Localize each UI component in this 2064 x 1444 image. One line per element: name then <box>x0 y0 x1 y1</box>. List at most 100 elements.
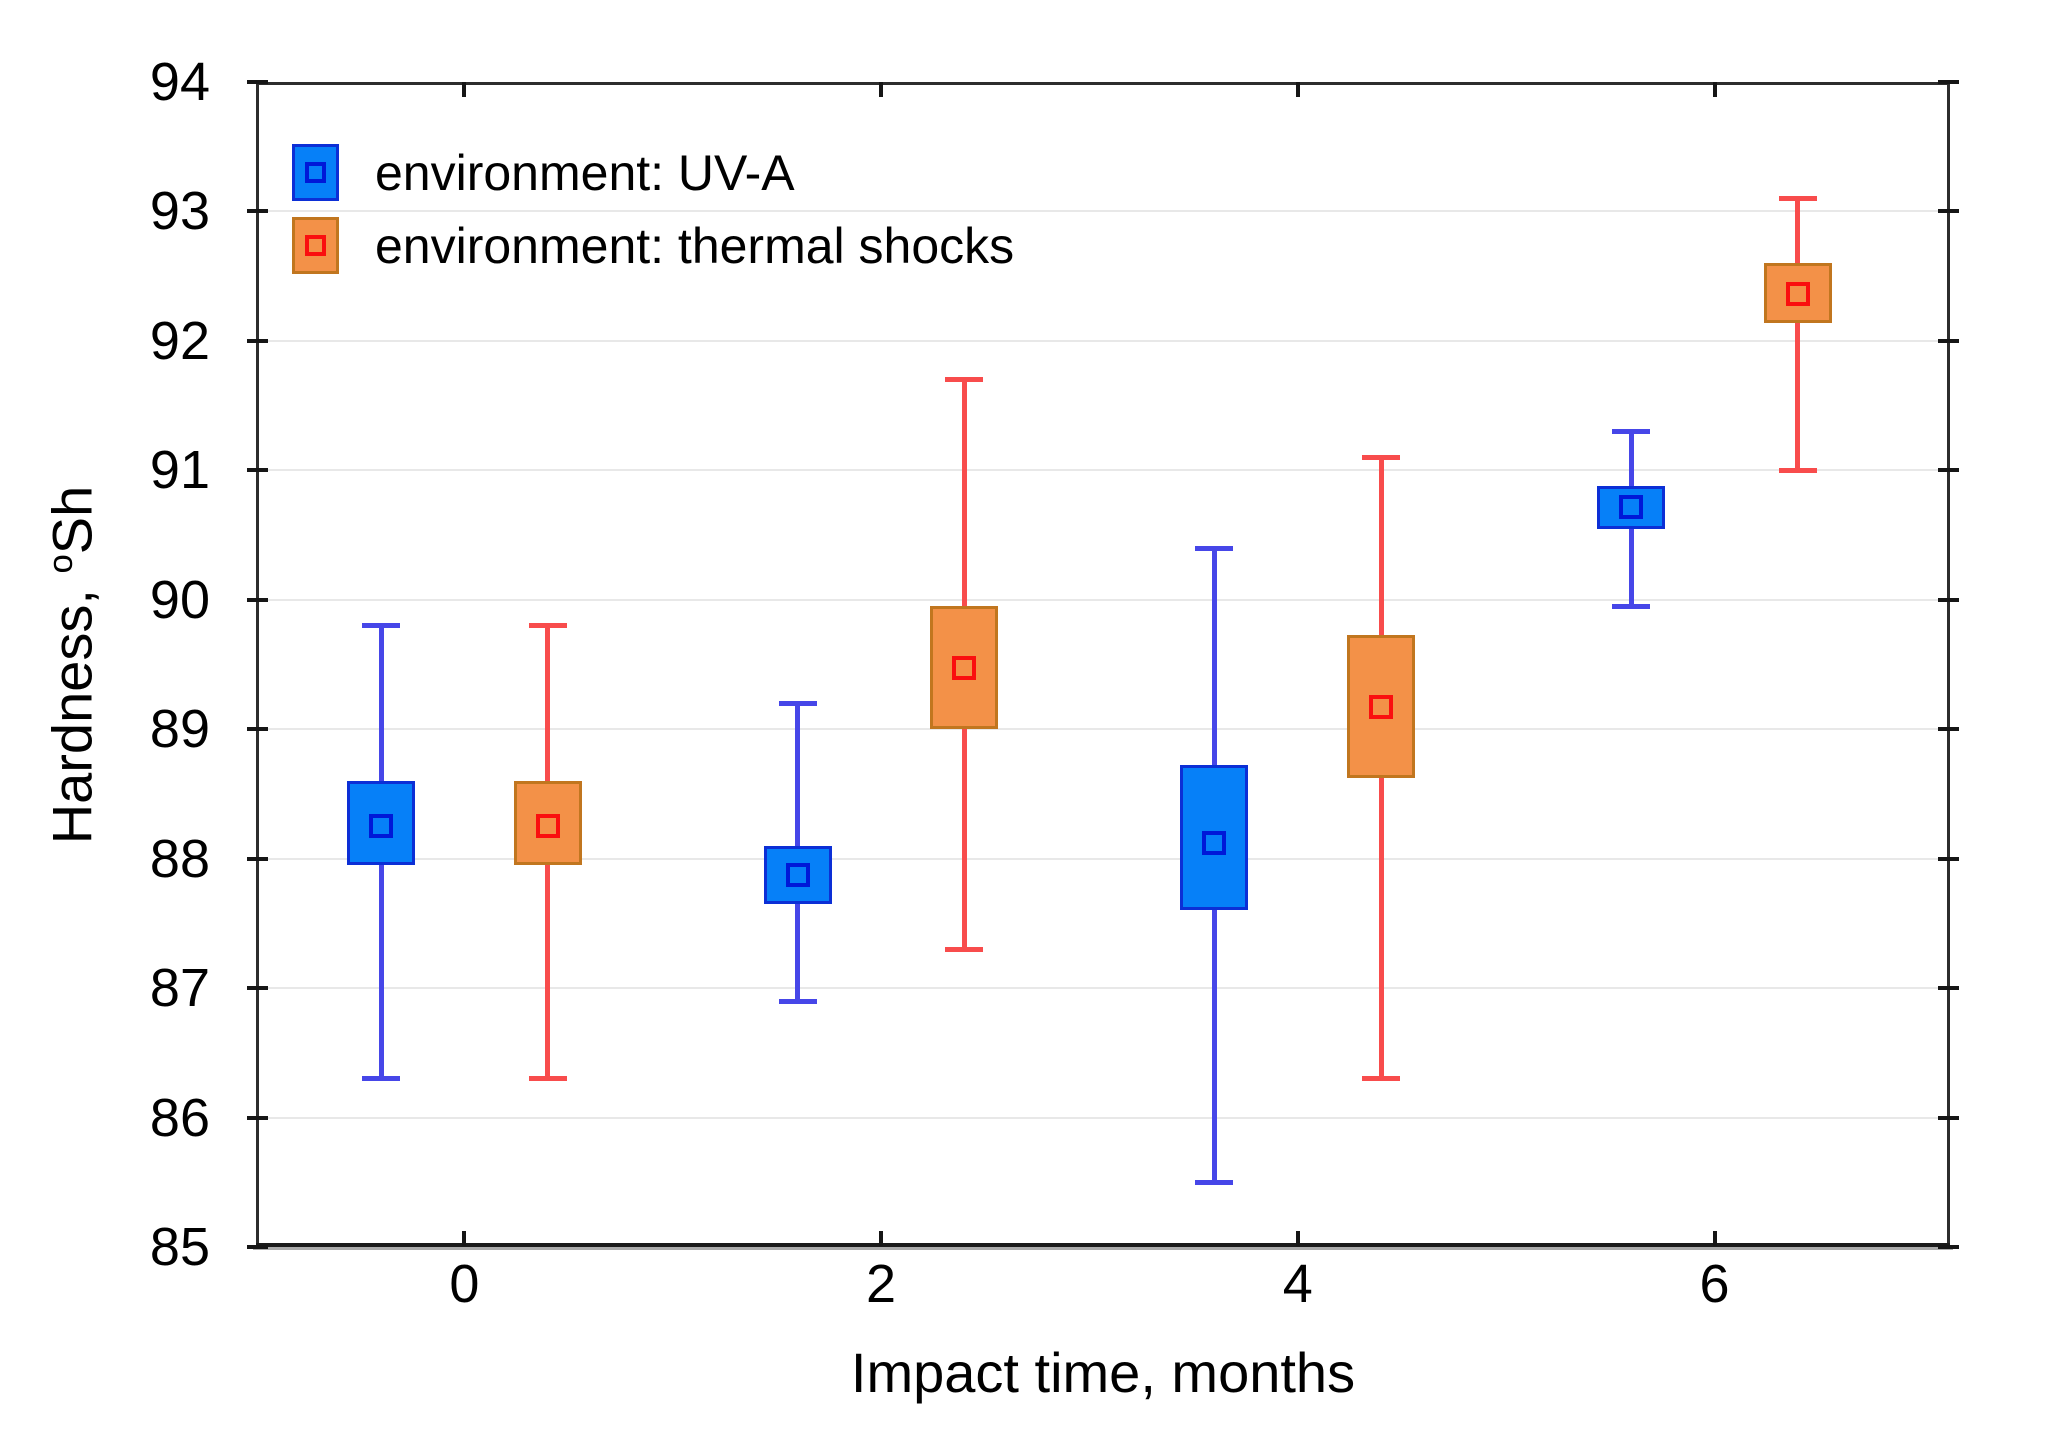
y-tick-label-85: 85 <box>149 1217 210 1277</box>
x-tick-bottom-0 <box>462 1231 467 1246</box>
whisker-cap-top-series1-t6 <box>1778 196 1817 201</box>
mean-marker-series1-t2 <box>952 656 977 681</box>
box-series1-t0 <box>513 781 582 866</box>
y-tick-right-91 <box>1938 468 1959 473</box>
whisker-cap-bottom-series1-t2 <box>945 946 984 952</box>
y-tick-left-92 <box>247 338 268 343</box>
x-tick-label-4: 4 <box>1282 1254 1313 1314</box>
legend-marker-inner-1 <box>305 235 326 256</box>
whisker-cap-bottom-series0-t6 <box>1612 603 1651 609</box>
y-axis-title-prefix: Hardness, <box>40 573 104 844</box>
y-tick-label-93: 93 <box>149 181 210 242</box>
y-axis-tick-labels: 94 93 92 91 90 89 88 87 86 85 <box>0 52 232 1277</box>
y-tick-left-86 <box>247 1115 268 1120</box>
x-axis-tick-labels: 0 2 4 6 <box>256 1254 1950 1334</box>
y-tick-left-88 <box>247 856 268 861</box>
x-tick-top-6 <box>1712 82 1717 97</box>
gridline-89 <box>259 728 1947 731</box>
y-tick-left-85 <box>247 1245 268 1249</box>
y-tick-label-90: 90 <box>149 569 210 630</box>
mean-marker-series0-t2 <box>785 863 810 888</box>
legend-marker-1 <box>292 217 339 274</box>
legend-marker-inner-0 <box>305 162 326 183</box>
mean-marker-series1-t4 <box>1369 695 1394 720</box>
y-tick-label-89: 89 <box>149 699 210 760</box>
x-tick-top-4 <box>1295 82 1300 97</box>
box-series0-t0 <box>347 781 416 866</box>
y-tick-left-90 <box>247 597 268 602</box>
whisker-line-series1-t6 <box>1795 198 1801 471</box>
y-tick-label-94: 94 <box>149 52 210 112</box>
mean-marker-series0-t6 <box>1619 494 1644 519</box>
y-tick-left-89 <box>247 727 268 732</box>
y-tick-right-90 <box>1938 597 1959 602</box>
box-series1-t6 <box>1763 263 1832 323</box>
mean-marker-series1-t0 <box>535 814 560 839</box>
y-axis-title: Hardness, oSh <box>40 485 105 844</box>
whisker-cap-bottom-series0-t2 <box>778 998 817 1004</box>
box-series0-t2 <box>763 845 832 904</box>
y-tick-right-89 <box>1938 727 1959 732</box>
gridline-93 <box>259 210 1947 213</box>
plot-frame-bottom-shadow <box>253 1247 1953 1250</box>
whisker-cap-top-series0-t4 <box>1195 545 1234 551</box>
whisker-cap-bottom-series1-t0 <box>528 1076 567 1082</box>
y-tick-label-87: 87 <box>149 958 210 1019</box>
whisker-cap-top-series1-t2 <box>945 377 984 383</box>
y-tick-right-86 <box>1938 1115 1959 1120</box>
y-tick-left-93 <box>247 209 268 214</box>
gridline-86 <box>259 1116 1947 1119</box>
whisker-cap-top-series0-t6 <box>1612 429 1651 434</box>
whisker-cap-bottom-series0-t4 <box>1195 1179 1234 1185</box>
whisker-cap-top-series1-t0 <box>528 623 567 629</box>
plot-frame-bottom <box>256 1243 1950 1247</box>
gridline-92 <box>259 339 1947 342</box>
whisker-cap-bottom-series1-t6 <box>1778 467 1817 473</box>
x-tick-bottom-4 <box>1295 1231 1300 1246</box>
box-series1-t4 <box>1347 634 1416 779</box>
x-tick-label-0: 0 <box>449 1254 480 1314</box>
y-tick-right-87 <box>1938 986 1959 991</box>
legend-row-0: environment: UV-A <box>292 136 1014 209</box>
y-tick-label-88: 88 <box>149 828 210 889</box>
y-tick-label-91: 91 <box>149 440 210 501</box>
y-axis-title-suffix: Sh <box>40 485 104 554</box>
plot-frame-top <box>256 82 1950 85</box>
x-tick-bottom-2 <box>879 1231 884 1246</box>
x-axis-title: Impact time, months <box>850 1341 1356 1404</box>
x-tick-bottom-6 <box>1712 1231 1717 1246</box>
legend-label-0: environment: UV-A <box>375 144 795 201</box>
x-tick-label-6: 6 <box>1699 1254 1730 1314</box>
y-tick-right-88 <box>1938 856 1959 861</box>
y-tick-right-92 <box>1938 338 1959 343</box>
y-tick-label-92: 92 <box>149 310 210 371</box>
y-tick-label-86: 86 <box>149 1087 210 1148</box>
y-tick-left-87 <box>247 986 268 991</box>
y-tick-right-93 <box>1938 209 1959 214</box>
y-tick-left-91 <box>247 468 268 473</box>
whisker-cap-top-series1-t4 <box>1362 454 1401 460</box>
whisker-cap-bottom-series1-t4 <box>1362 1076 1401 1082</box>
y-axis-title-wrap: Hardness, oSh <box>24 82 120 1247</box>
y-axis-title-degree: o <box>41 553 80 574</box>
x-tick-top-2 <box>879 82 884 97</box>
plot-area: environment: UV-A environment: thermal sh… <box>247 80 1959 1250</box>
x-tick-top-0 <box>462 82 467 97</box>
mean-marker-series0-t0 <box>369 814 394 839</box>
legend-label-1: environment: thermal shocks <box>375 217 1015 274</box>
legend: environment: UV-A environment: thermal sh… <box>292 136 1014 282</box>
legend-marker-0 <box>292 144 339 201</box>
y-tick-left-94 <box>247 80 268 84</box>
gridline-88 <box>259 857 1947 860</box>
gridline-90 <box>259 598 1947 601</box>
box-series0-t6 <box>1597 485 1666 529</box>
gridline-91 <box>259 469 1947 472</box>
mean-marker-series0-t4 <box>1202 831 1227 856</box>
plot-frame-right <box>1947 82 1950 1247</box>
y-tick-right-94 <box>1938 80 1959 84</box>
whisker-cap-top-series0-t2 <box>778 700 817 706</box>
x-tick-label-2: 2 <box>866 1254 897 1314</box>
plot-frame-left <box>256 82 259 1247</box>
whisker-cap-top-series0-t0 <box>362 623 401 629</box>
